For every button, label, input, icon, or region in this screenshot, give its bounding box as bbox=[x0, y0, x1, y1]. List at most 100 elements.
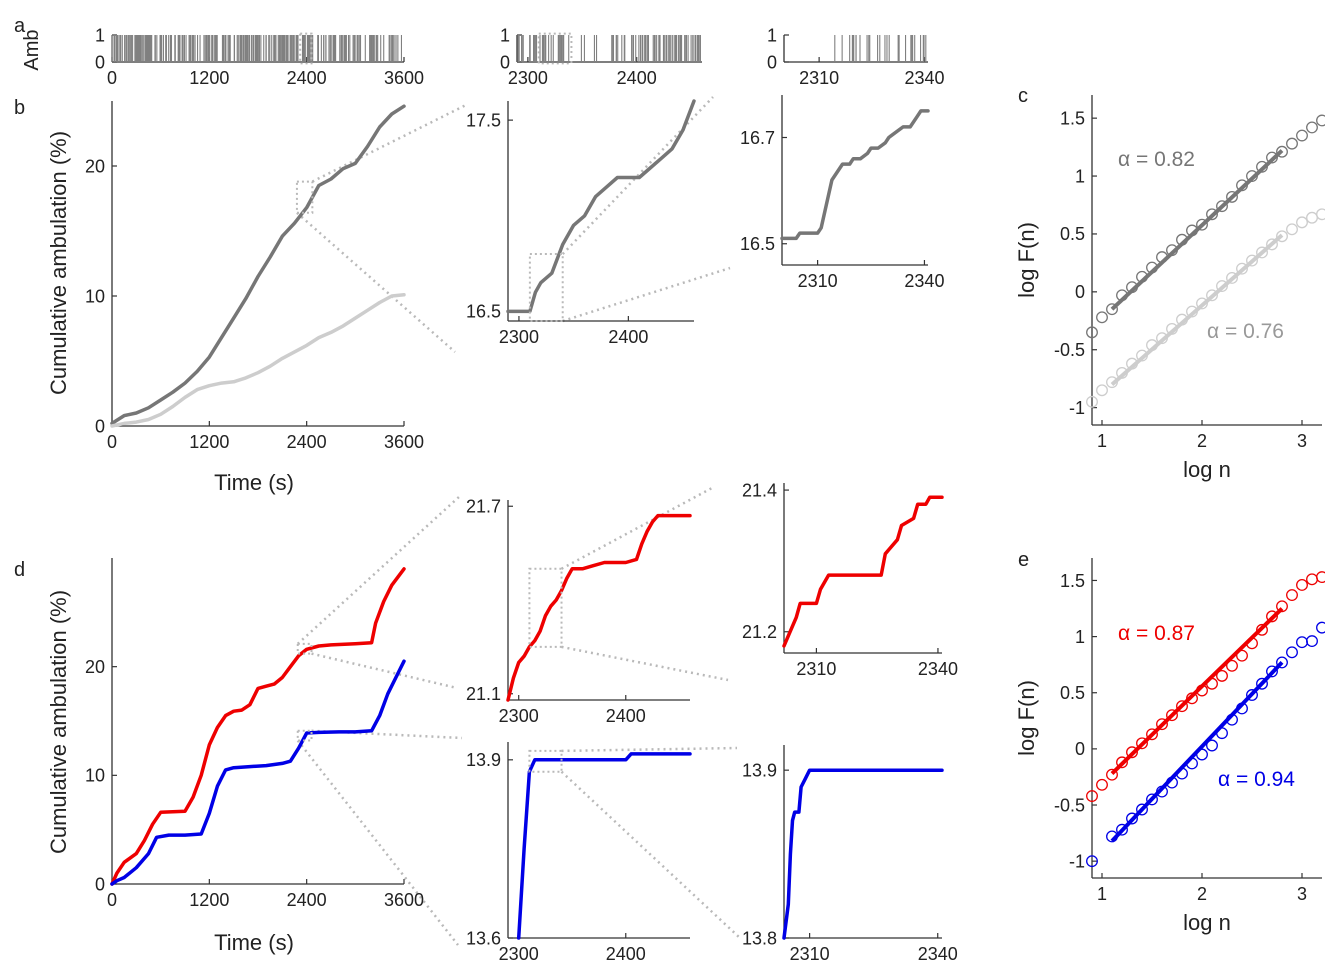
zoom-box bbox=[528, 749, 563, 773]
x-tick-label: 2310 bbox=[799, 68, 839, 88]
data-point-1 bbox=[1226, 271, 1238, 284]
data-point-1 bbox=[1286, 223, 1298, 236]
x-tick-label: 2400 bbox=[617, 68, 657, 88]
zoom-guide-line bbox=[311, 652, 458, 690]
series-line-0 bbox=[110, 104, 406, 426]
data-point-0 bbox=[1286, 589, 1298, 602]
data-point-1 bbox=[1206, 289, 1218, 302]
y-tick-label: -0.5 bbox=[1054, 795, 1085, 815]
zoom-box bbox=[528, 567, 563, 648]
series-line-1 bbox=[110, 659, 406, 886]
x-tick-label: 2400 bbox=[287, 432, 327, 452]
data-point-1 bbox=[1276, 230, 1288, 243]
y-tick-label: 21.1 bbox=[466, 684, 501, 704]
zoom-guide-line bbox=[296, 495, 461, 645]
x-tick-label: 2340 bbox=[918, 944, 958, 964]
x-tick-label: 1 bbox=[1097, 431, 1107, 451]
x-axis-label: log n bbox=[1183, 457, 1231, 482]
series-line-0 bbox=[506, 513, 692, 702]
y-tick-label: 21.7 bbox=[466, 497, 501, 517]
data-point-0 bbox=[1276, 600, 1288, 613]
x-tick-label: 2300 bbox=[499, 327, 539, 347]
y-axis-label: Cumulative ambulation (%) bbox=[46, 131, 71, 395]
data-point-1 bbox=[1276, 656, 1288, 669]
y-tick-label: 1 bbox=[767, 25, 777, 45]
fit-line-1 bbox=[1110, 233, 1284, 386]
y-tick-label: -1 bbox=[1069, 851, 1085, 871]
x-tick-label: 2300 bbox=[508, 68, 548, 88]
x-tick-label: 1200 bbox=[189, 890, 229, 910]
y-tick-label: 1 bbox=[1075, 166, 1085, 186]
zoom-guide-line bbox=[561, 746, 738, 753]
zoom-guide-line bbox=[311, 102, 469, 183]
y-axis-label: log F(n) bbox=[1014, 222, 1039, 298]
fit-line-0 bbox=[1110, 149, 1284, 311]
data-point-1 bbox=[1246, 254, 1258, 267]
x-tick-label: 2400 bbox=[606, 944, 646, 964]
amb-zoom-box bbox=[537, 32, 573, 65]
data-point-1 bbox=[1116, 823, 1128, 836]
x-tick-label: 2340 bbox=[904, 271, 944, 291]
x-tick-label: 2340 bbox=[918, 659, 958, 679]
data-point-1 bbox=[1236, 262, 1248, 275]
data-point-0 bbox=[1236, 649, 1248, 662]
panel-b: b 0 1200 2400 3600 0 10 20 Time (s) Cumulative am… bbox=[14, 97, 424, 495]
data-point-0 bbox=[1146, 728, 1158, 741]
amb-axis-label: Amb bbox=[21, 29, 43, 70]
x-axis-label: Time (s) bbox=[214, 470, 294, 495]
data-point-1 bbox=[1086, 855, 1098, 868]
x-tick-label: 3 bbox=[1297, 431, 1307, 451]
y-tick-label: 1 bbox=[1075, 627, 1085, 647]
data-point-0 bbox=[1306, 573, 1318, 586]
data-point-1 bbox=[1086, 395, 1098, 408]
y-tick-label: 0.5 bbox=[1060, 224, 1085, 244]
x-tick-label: 2300 bbox=[499, 706, 539, 726]
alpha-label: α = 0.76 bbox=[1207, 320, 1284, 343]
data-point-1 bbox=[1256, 246, 1268, 259]
y-tick-label: 1.5 bbox=[1060, 571, 1085, 591]
data-point-0 bbox=[1106, 768, 1118, 781]
x-axis-label: Time (s) bbox=[214, 930, 294, 955]
data-point-1 bbox=[1126, 812, 1138, 825]
data-point-0 bbox=[1316, 571, 1325, 584]
amb-raster-3: 2310 2340 0 1 bbox=[767, 25, 945, 88]
y-tick-label: 16.5 bbox=[466, 302, 501, 322]
data-point-1 bbox=[1196, 297, 1208, 310]
zoom-guide-line bbox=[562, 266, 731, 323]
y-tick-label: 0 bbox=[1075, 282, 1085, 302]
y-tick-label: 20 bbox=[85, 156, 105, 176]
y-tick-label: 0 bbox=[95, 416, 105, 436]
data-point-0 bbox=[1176, 700, 1188, 713]
data-point-1 bbox=[1286, 646, 1298, 659]
alpha-label: α = 0.82 bbox=[1118, 148, 1195, 171]
panel-c: c 1 2 3 -1 -0.5 0 0.5 1 1.5 α = 0.82 α = 0.76 log n l… bbox=[1014, 85, 1325, 482]
zoom-guide-layer bbox=[296, 96, 741, 946]
data-point-1 bbox=[1096, 384, 1108, 397]
x-tick-label: 2310 bbox=[796, 659, 836, 679]
x-tick-label: 2310 bbox=[790, 944, 830, 964]
data-point-1 bbox=[1256, 677, 1268, 690]
data-point-1 bbox=[1266, 665, 1278, 678]
data-point-0 bbox=[1306, 121, 1318, 134]
data-point-0 bbox=[1196, 218, 1208, 231]
panel-letter: a bbox=[14, 15, 26, 37]
y-tick-label: 16.7 bbox=[740, 128, 775, 148]
x-tick-label: 3 bbox=[1297, 884, 1307, 904]
x-tick-label: 3600 bbox=[384, 68, 424, 88]
x-tick-label: 3600 bbox=[384, 890, 424, 910]
data-point-0 bbox=[1296, 578, 1308, 591]
zoom-guide-line bbox=[296, 739, 459, 946]
data-point-0 bbox=[1086, 790, 1098, 802]
data-point-1 bbox=[1296, 636, 1308, 649]
data-point-1 bbox=[1316, 621, 1325, 634]
data-point-1 bbox=[1306, 211, 1318, 224]
series-line-0 bbox=[506, 99, 696, 314]
x-tick-label: 2 bbox=[1197, 884, 1207, 904]
y-tick-label: 13.9 bbox=[466, 750, 501, 770]
alpha-label: α = 0.87 bbox=[1118, 622, 1195, 645]
x-tick-label: 1200 bbox=[189, 432, 229, 452]
x-tick-label: 1200 bbox=[189, 68, 229, 88]
data-point-0 bbox=[1096, 778, 1108, 791]
